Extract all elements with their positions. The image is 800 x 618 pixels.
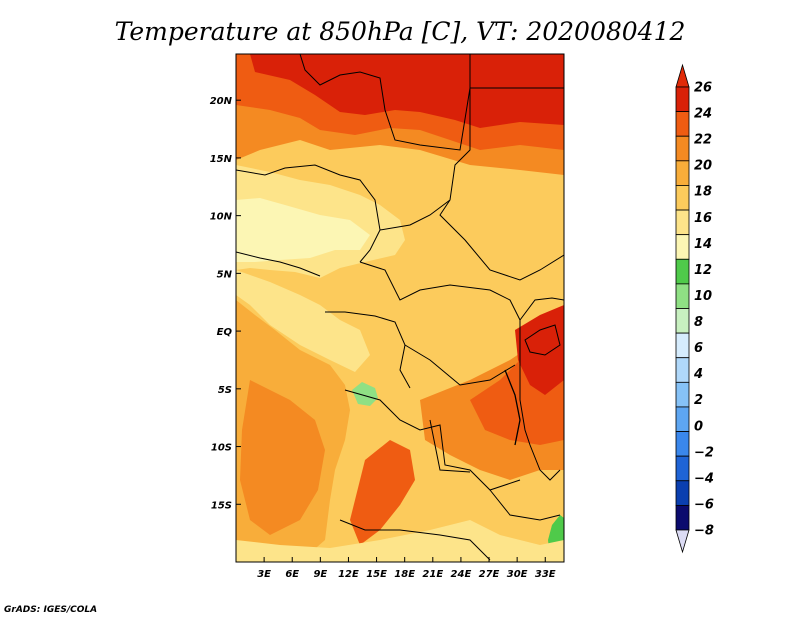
colorbar-label: 22: [694, 133, 712, 148]
x-tick-label: 6E: [285, 569, 299, 580]
y-axis: 20N 15N 10N 5N EQ 5S 10S 15S: [210, 96, 241, 511]
colorbar-segment: [675, 308, 690, 334]
colorbar-segment: [675, 185, 690, 211]
sahara-hottest-core: [250, 54, 564, 128]
colorbar-segment: [675, 209, 690, 236]
colorbar-label: −2: [694, 445, 714, 460]
colorbar-segment: [675, 135, 690, 162]
colorbar-segment: [675, 357, 690, 383]
y-tick-label: 15S: [211, 500, 232, 511]
x-tick-label: 3E: [257, 569, 271, 580]
x-tick-label: 27E: [479, 569, 500, 580]
congo-green-patch: [352, 382, 378, 406]
y-tick-label: 5S: [218, 385, 232, 396]
colorbar-label: 4: [693, 367, 703, 382]
colorbar-label: 8: [694, 315, 703, 330]
colorbar-label: 6: [694, 341, 703, 356]
colorbar-label: 12: [694, 263, 712, 278]
x-tick-label: 21E: [422, 569, 443, 580]
colorbar-segment: [675, 381, 690, 408]
y-tick-label: 5N: [217, 269, 233, 280]
colorbar-segment: [675, 504, 690, 531]
x-tick-label: 18E: [394, 569, 415, 580]
colorbar-over-arrow: [675, 63, 690, 88]
colorbar-label: 10: [694, 289, 712, 304]
colorbar-segment: [675, 332, 690, 359]
angola-hot-tongue: [350, 440, 415, 545]
y-tick-label: 15N: [210, 154, 233, 165]
x-tick-label: 15E: [366, 569, 387, 580]
chart-title: Temperature at 850hPa [C], VT: 202008041…: [115, 17, 686, 46]
colorbar-segment: [675, 160, 690, 186]
colorbar-under-arrow: [675, 529, 690, 554]
lake-victoria-hot: [515, 305, 564, 395]
colorbar-label: −6: [694, 497, 714, 512]
x-tick-label: 30E: [507, 569, 528, 580]
colorbar-label: 24: [694, 107, 712, 122]
colorbar-segment: [675, 111, 690, 137]
colorbar-label: 20: [694, 159, 712, 174]
southeast-ocean-warm: [240, 380, 325, 535]
coastal-cool-region: [236, 270, 370, 372]
x-tick-label: 9E: [313, 569, 327, 580]
colorbar-segment: [675, 234, 690, 260]
y-tick-label: 10S: [211, 443, 232, 454]
colorbar-label: 18: [694, 185, 712, 200]
credit-label: GrADS: IGES/COLA: [4, 605, 97, 615]
x-tick-label: 12E: [338, 569, 359, 580]
colorbar-label: 26: [694, 81, 712, 96]
x-axis: 3E 6E 9E 12E 15E 18E 21E 24E 27E 30E 33E: [257, 557, 556, 580]
colorbar-label: 0: [694, 419, 703, 434]
colorbar-label: −4: [694, 471, 714, 486]
y-tick-label: EQ: [217, 327, 233, 338]
colorbar-segment: [675, 480, 690, 506]
colorbar-segment: [675, 455, 690, 482]
colorbar-segment: [675, 283, 690, 309]
y-tick-label: 20N: [210, 96, 233, 107]
plot-frame: [235, 53, 565, 563]
colorbar-label: 16: [694, 211, 712, 226]
colorbar-label: 14: [694, 237, 712, 252]
country-borders: [236, 54, 564, 561]
colorbar-segment: [675, 431, 690, 457]
colorbar-segment: [675, 86, 690, 113]
y-tick-label: 10N: [210, 212, 233, 223]
x-tick-label: 24E: [451, 569, 472, 580]
colorbar-segment: [675, 258, 690, 285]
colorbar-label: −8: [694, 524, 714, 539]
colorbar-segment: [675, 406, 690, 432]
guinea-cool-region: [236, 198, 370, 262]
x-tick-label: 33E: [535, 569, 556, 580]
temperature-field: [236, 54, 564, 562]
colorbar-label: 2: [694, 393, 703, 408]
